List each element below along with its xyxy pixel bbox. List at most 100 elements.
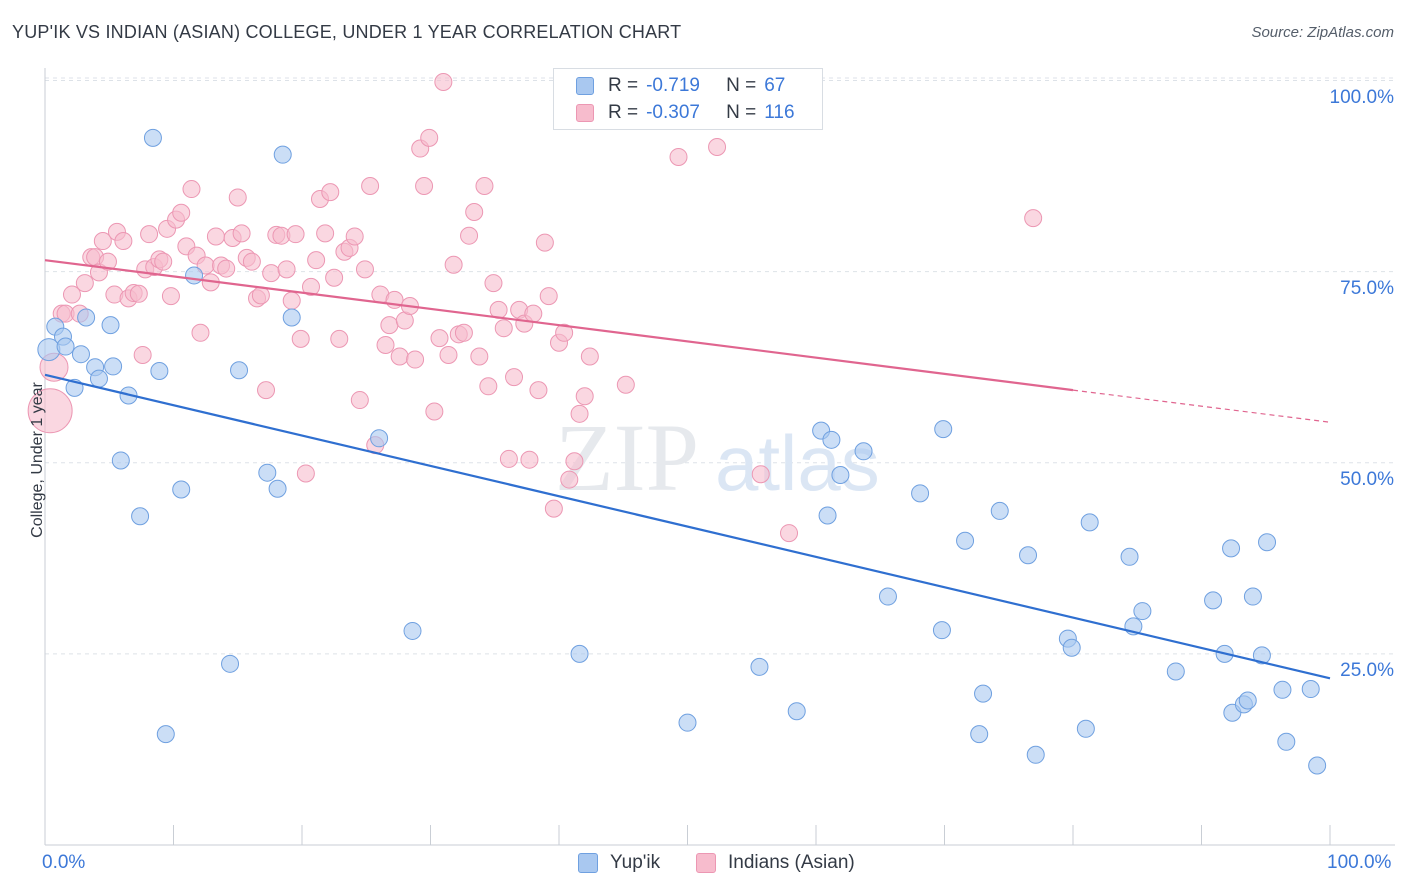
indians-point	[454, 323, 473, 342]
y-tick-label: 50.0%	[1340, 468, 1394, 490]
yupik-point	[1120, 547, 1139, 566]
yupik-point	[956, 531, 975, 550]
indians-point	[27, 388, 73, 434]
indians-point	[355, 260, 374, 279]
yupik-point	[1277, 732, 1296, 751]
yupik-point	[932, 621, 951, 640]
yupik-point	[570, 644, 589, 663]
bottom-legend-swatch-blue	[578, 853, 598, 873]
indians-point	[415, 177, 434, 196]
indians-point	[751, 465, 770, 484]
yupik-point	[1019, 546, 1038, 565]
indians-point	[565, 452, 584, 471]
indians-point	[161, 287, 180, 306]
source-credit: Source: ZipAtlas.com	[1251, 24, 1394, 41]
yupik-point	[878, 587, 897, 606]
yupik-trend-line	[44, 373, 1331, 680]
indians-point	[494, 319, 513, 338]
indians-trend-line	[44, 259, 1074, 392]
indians-point	[345, 227, 364, 246]
indians-point	[475, 177, 494, 196]
yupik-point	[1080, 513, 1099, 532]
yupik-point	[974, 684, 993, 703]
yupik-point	[150, 362, 169, 381]
indians-point	[425, 402, 444, 421]
indians-point	[321, 183, 340, 202]
indians-point	[286, 225, 305, 244]
yupik-point	[818, 506, 837, 525]
yupik-point	[787, 702, 806, 721]
indians-point	[114, 232, 133, 251]
indians-point	[616, 375, 635, 394]
gridlines	[45, 77, 1395, 655]
yupik-point	[282, 308, 301, 327]
yupik-point	[911, 484, 930, 503]
legend-swatch-blue	[576, 77, 594, 95]
indians-point	[133, 345, 152, 364]
indians-point	[75, 274, 94, 293]
indians-point	[390, 347, 409, 366]
y-tick-label: 75.0%	[1340, 277, 1394, 299]
axes	[44, 68, 1395, 846]
yupik-point	[131, 507, 150, 526]
yupik-point	[750, 657, 769, 676]
y-axis-label: College, Under 1 year	[29, 382, 46, 538]
yupik-point	[1026, 745, 1045, 764]
indians-point	[535, 233, 554, 252]
indians-point	[499, 449, 518, 468]
indians-point	[242, 252, 261, 271]
indians-trend-extension	[1072, 389, 1331, 423]
yupik-point	[143, 128, 162, 147]
indians-point	[708, 138, 727, 157]
yupik-point	[1273, 680, 1292, 699]
indians-point	[529, 381, 548, 400]
indians-point	[580, 347, 599, 366]
bottom-legend-label: Indians (Asian)	[728, 852, 855, 873]
yupik-point	[258, 463, 277, 482]
indians-point	[325, 268, 344, 287]
yupik-point	[1252, 646, 1271, 665]
indians-point	[62, 285, 81, 304]
indians-point	[380, 316, 399, 335]
bottom-legend-yupik: Yup'ik	[578, 852, 660, 874]
yupik-point	[56, 337, 75, 356]
legend-r-label: R =	[608, 75, 639, 96]
indians-point	[307, 251, 326, 270]
yupik-point	[370, 429, 389, 448]
watermark-atlas: atlas	[715, 419, 880, 507]
indians-point	[484, 274, 503, 293]
indians-point	[232, 224, 251, 243]
yupik-point	[678, 713, 697, 732]
indians-point	[262, 264, 281, 283]
indians-point	[439, 345, 458, 364]
indians-point	[444, 255, 463, 274]
indians-point	[669, 147, 688, 166]
y-tick-label: 100.0%	[1329, 86, 1394, 108]
legend-row-yupik: R = -0.719 N = 67	[576, 74, 785, 98]
yupik-point	[71, 345, 90, 364]
y-tick-label: 25.0%	[1340, 659, 1394, 681]
yupik-point	[1133, 602, 1152, 621]
yupik-point	[1301, 680, 1320, 699]
indians-point	[296, 464, 315, 483]
indians-point	[257, 381, 276, 400]
yupik-point	[172, 480, 191, 499]
yupik-point	[230, 361, 249, 380]
indians-point	[539, 287, 558, 306]
yupik-point	[156, 725, 175, 744]
legend-r-label: R =	[608, 102, 639, 123]
yupik-point	[1166, 662, 1185, 681]
x-tick-min: 0.0%	[42, 852, 86, 873]
indians-point	[465, 202, 484, 221]
yupik-point	[1258, 533, 1277, 552]
yupik-point	[990, 501, 1009, 520]
yupik-point	[1222, 539, 1241, 558]
indians-point	[251, 286, 270, 305]
legend-row-indians: R = -0.307 N = 116	[576, 101, 795, 125]
indians-point	[544, 499, 563, 518]
data-points	[27, 73, 1327, 775]
legend-n-value: 116	[764, 102, 795, 123]
yupik-point	[89, 369, 108, 388]
indians-point	[361, 177, 380, 196]
